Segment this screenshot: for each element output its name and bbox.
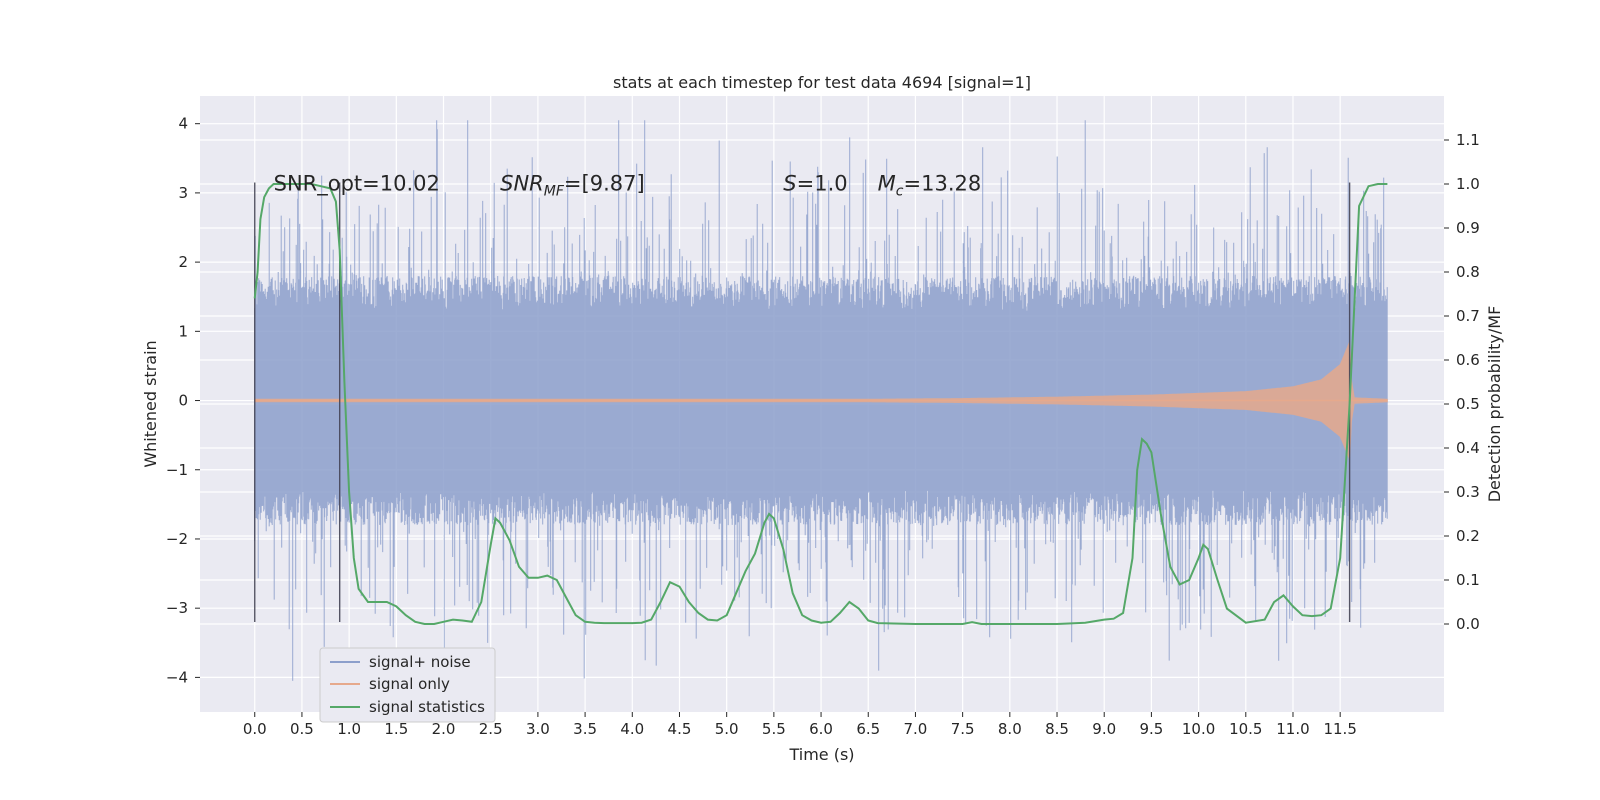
y-right-tick-label: 0.0 [1456,615,1480,633]
x-tick-label: 2.5 [479,720,503,738]
annotation-3: Mc=13.28 [878,172,982,200]
y-right-tick-label: 0.9 [1456,219,1480,237]
y-left-tick-label: 2 [178,253,188,271]
y-left-tick-label: 0 [178,392,188,410]
legend-frame [319,647,496,723]
legend: signal+ noise signal only signal statist… [319,647,496,723]
chart-title: stats at each timestep for test data 469… [613,73,1031,92]
annotation-2: S=1.0 [783,172,847,196]
y-right-tick-label: 1.0 [1456,175,1480,193]
series-signal-only [254,341,1388,460]
x-axis-label: Time (s) [788,745,854,764]
y-right-tick-label: 0.1 [1456,571,1480,589]
annotation-0: SNR_opt=10.02 [274,172,440,197]
y-left-tick-label: −2 [166,530,188,548]
x-tick-label: 9.5 [1139,720,1163,738]
x-tick-label: 0.5 [290,720,314,738]
y-left-tick-label: 4 [178,115,188,133]
x-tick-label: 1.5 [384,720,408,738]
x-tick-label: 11.5 [1323,720,1356,738]
x-tick-label: 7.5 [951,720,975,738]
legend-label-signal-plus-noise: signal+ noise [369,653,471,671]
y-left-tick-label: 3 [178,184,188,202]
y-left-tick-label: −3 [166,599,188,617]
annotation-2-base: S [783,172,796,196]
x-tick-label: 4.5 [668,720,692,738]
x-tick-label: 5.0 [715,720,739,738]
y-left-axis-ticks: 4 3 2 1 0 −1 −2 −3 −4 [166,115,200,686]
y-right-tick-label: 1.1 [1456,131,1480,149]
x-tick-label: 3.5 [573,720,597,738]
annotation-2-rest: =1.0 [797,172,848,196]
x-tick-label: 8.5 [1045,720,1069,738]
x-tick-label: 8.0 [998,720,1022,738]
y-right-tick-label: 0.7 [1456,307,1480,325]
x-tick-label: 6.5 [856,720,880,738]
x-tick-label: 4.0 [620,720,644,738]
legend-label-signal-only: signal only [369,675,450,693]
y-right-tick-label: 0.5 [1456,395,1480,413]
y-right-tick-label: 0.8 [1456,263,1480,281]
y-right-axis-label: Detection probability/MF [1485,306,1504,503]
annotation-3-rest: =13.28 [904,172,982,196]
y-left-tick-label: −1 [166,461,188,479]
x-tick-label: 1.0 [337,720,361,738]
annotation-1-sub: MF [544,184,565,200]
x-tick-label: 9.0 [1092,720,1116,738]
y-left-tick-label: 1 [178,322,188,340]
x-tick-label: 11.0 [1276,720,1309,738]
x-tick-label: 3.0 [526,720,550,738]
x-tick-label: 6.0 [809,720,833,738]
y-right-tick-label: 0.6 [1456,351,1480,369]
annotation-1-rest: =[9.87] [564,172,645,196]
y-left-axis-label: Whitened strain [141,340,160,467]
x-tick-label: 10.5 [1229,720,1262,738]
y-right-tick-label: 0.4 [1456,439,1480,457]
x-tick-label: 0.0 [243,720,267,738]
x-tick-label: 5.5 [762,720,786,738]
x-tick-label: 10.0 [1182,720,1215,738]
x-axis-ticks: 0.0 0.5 1.0 1.5 2.0 2.5 3.0 3.5 4.0 4.5 5.0 5.5 6.0 6… [243,712,1357,738]
y-left-tick-label: −4 [166,668,188,686]
annotation-3-sub: c [896,184,904,200]
y-right-axis-ticks: 1.1 1.0 0.9 0.8 0.7 0.6 0.5 0.4 0.3 0.2 0.1 0.0 [1444,131,1480,633]
x-tick-label: 2.0 [432,720,456,738]
signal-statistics-line [253,183,1388,625]
y-right-tick-label: 0.2 [1456,527,1480,545]
series-signal-statistics [253,183,1388,625]
annotation-1-base: SNR [500,172,544,196]
annotation-1: SNRMF=[9.87] [500,172,645,200]
annotation-3-base: M [878,172,896,196]
x-tick-label: 7.0 [904,720,928,738]
annotations: SNR_opt=10.02 SNRMF=[9.87] S=1.0 Mc=13.28 [274,172,982,200]
y-right-tick-label: 0.3 [1456,483,1480,501]
legend-label-signal-statistics: signal statistics [369,698,485,716]
